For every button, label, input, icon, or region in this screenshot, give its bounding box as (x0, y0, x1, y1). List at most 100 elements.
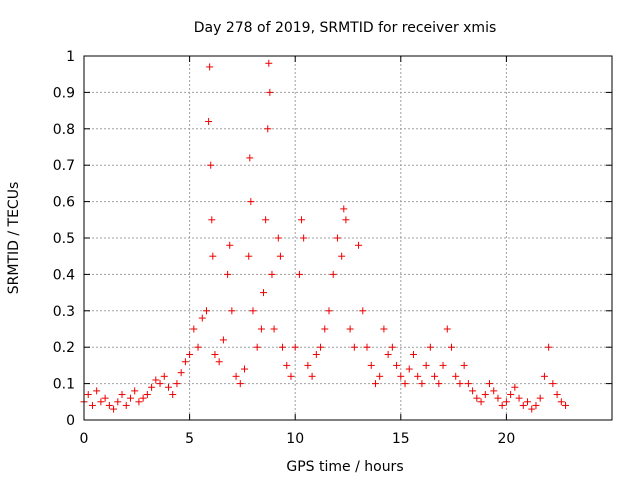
data-point (224, 270, 232, 278)
data-point (207, 161, 215, 169)
data-point (477, 398, 485, 406)
data-point (401, 380, 409, 388)
x-tick-label: 5 (185, 431, 194, 447)
data-point (226, 241, 234, 249)
data-point (257, 325, 265, 333)
data-point (528, 405, 536, 413)
data-point (418, 380, 426, 388)
data-point (304, 361, 312, 369)
data-point (156, 380, 164, 388)
data-point (469, 387, 477, 395)
data-point (88, 401, 96, 409)
data-point (291, 343, 299, 351)
data-point (371, 380, 379, 388)
data-point (536, 394, 544, 402)
data-point (276, 252, 284, 260)
data-point (435, 380, 443, 388)
data-point (507, 391, 515, 399)
data-point (190, 325, 198, 333)
data-point (245, 252, 253, 260)
data-point (363, 343, 371, 351)
data-point (426, 343, 434, 351)
data-point (414, 372, 422, 380)
data-point (443, 325, 451, 333)
data-point (498, 401, 506, 409)
data-point (333, 234, 341, 242)
data-point (110, 405, 118, 413)
data-point (246, 154, 254, 162)
data-point (264, 125, 272, 133)
data-point (431, 372, 439, 380)
data-point (452, 372, 460, 380)
data-point (308, 372, 316, 380)
data-point (367, 361, 375, 369)
data-point (359, 307, 367, 315)
data-point (298, 216, 306, 224)
data-point (338, 252, 346, 260)
data-point (502, 398, 510, 406)
data-point (350, 343, 358, 351)
data-point (265, 59, 273, 67)
data-point (321, 325, 329, 333)
data-point (388, 343, 396, 351)
data-point (422, 361, 430, 369)
y-tick-label: 0.7 (53, 158, 75, 174)
y-tick-label: 0.8 (53, 122, 75, 138)
data-point (460, 361, 468, 369)
data-point (312, 350, 320, 358)
y-tick-label: 0.2 (53, 340, 75, 356)
data-point (268, 270, 276, 278)
data-point (164, 383, 172, 391)
data-point (464, 380, 472, 388)
data-point (260, 289, 268, 297)
data-point (219, 336, 227, 344)
data-point (532, 401, 540, 409)
data-point (409, 350, 417, 358)
chart-title: Day 278 of 2019, SRMTID for receiver xmi… (194, 20, 497, 36)
data-point (266, 88, 274, 96)
data-point (101, 394, 109, 402)
data-point (249, 307, 257, 315)
x-tick-label: 15 (392, 431, 410, 447)
data-point (494, 394, 502, 402)
data-point (122, 401, 130, 409)
data-point (397, 372, 405, 380)
data-point (126, 394, 134, 402)
y-tick-label: 0.1 (53, 377, 75, 393)
data-point (143, 391, 151, 399)
y-tick-label: 1 (66, 49, 75, 65)
data-point (515, 394, 523, 402)
data-point (456, 380, 464, 388)
data-point (169, 391, 177, 399)
data-point (540, 372, 548, 380)
data-point (202, 307, 210, 315)
data-point (160, 372, 168, 380)
data-point (118, 391, 126, 399)
data-point (340, 205, 348, 213)
data-point (114, 398, 122, 406)
data-point (241, 365, 249, 373)
data-point (274, 234, 282, 242)
y-axis-label: SRMTID / TECUs (6, 182, 22, 295)
y-tick-label: 0.6 (53, 195, 75, 211)
data-point (549, 380, 557, 388)
data-point (355, 241, 363, 249)
data-point (186, 350, 194, 358)
plot-frame (83, 55, 613, 421)
data-point (173, 380, 181, 388)
data-point (439, 361, 447, 369)
data-point (545, 343, 553, 351)
y-tick-label: 0.9 (53, 85, 75, 101)
data-point (283, 361, 291, 369)
data-point (384, 350, 392, 358)
data-point (524, 398, 532, 406)
data-point (253, 343, 261, 351)
data-point (342, 216, 350, 224)
data-point (325, 307, 333, 315)
data-point (562, 401, 570, 409)
data-point (447, 343, 455, 351)
data-point (152, 376, 160, 384)
data-point (232, 372, 240, 380)
data-point (198, 314, 206, 322)
data-point (346, 325, 354, 333)
